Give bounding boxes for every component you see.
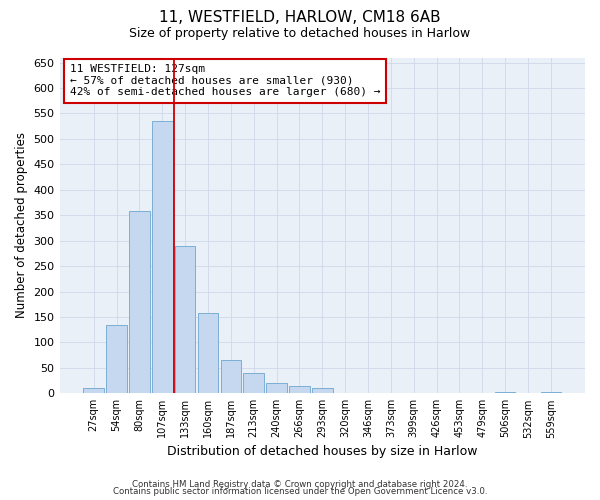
Bar xyxy=(221,360,241,394)
Bar xyxy=(83,388,104,394)
Bar xyxy=(495,392,515,394)
Bar xyxy=(266,383,287,394)
Bar xyxy=(198,314,218,394)
Text: Size of property relative to detached houses in Harlow: Size of property relative to detached ho… xyxy=(130,28,470,40)
Bar xyxy=(244,373,264,394)
Text: Contains HM Land Registry data © Crown copyright and database right 2024.: Contains HM Land Registry data © Crown c… xyxy=(132,480,468,489)
Y-axis label: Number of detached properties: Number of detached properties xyxy=(15,132,28,318)
Text: Contains public sector information licensed under the Open Government Licence v3: Contains public sector information licen… xyxy=(113,488,487,496)
X-axis label: Distribution of detached houses by size in Harlow: Distribution of detached houses by size … xyxy=(167,444,478,458)
Bar xyxy=(129,211,150,394)
Bar xyxy=(152,121,173,394)
Bar xyxy=(312,388,332,394)
Bar xyxy=(106,324,127,394)
Bar xyxy=(335,393,355,394)
Bar xyxy=(289,386,310,394)
Bar xyxy=(175,246,196,394)
Text: 11 WESTFIELD: 127sqm
← 57% of detached houses are smaller (930)
42% of semi-deta: 11 WESTFIELD: 127sqm ← 57% of detached h… xyxy=(70,64,380,98)
Text: 11, WESTFIELD, HARLOW, CM18 6AB: 11, WESTFIELD, HARLOW, CM18 6AB xyxy=(159,10,441,25)
Bar xyxy=(541,392,561,394)
